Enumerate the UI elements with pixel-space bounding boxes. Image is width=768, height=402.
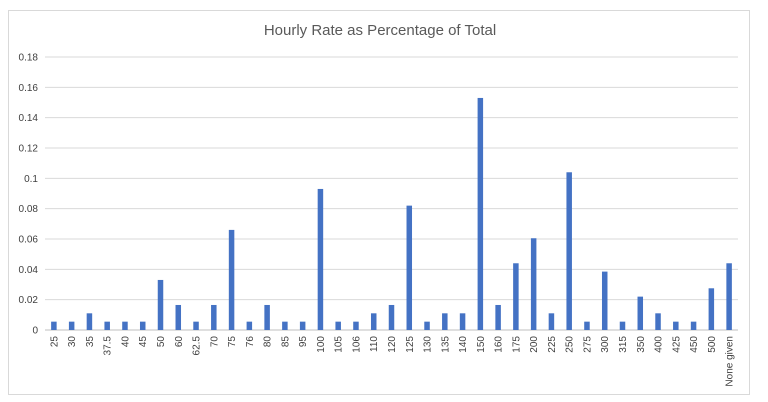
y-tick-label: 0.08 xyxy=(19,204,39,215)
y-tick-label: 0.12 xyxy=(19,144,39,155)
x-tick-label: 300 xyxy=(600,336,611,353)
bar xyxy=(175,304,182,330)
bar xyxy=(530,238,537,330)
y-tick-label: 0.06 xyxy=(19,235,39,246)
x-tick-label: 76 xyxy=(245,336,256,348)
x-tick-label: 35 xyxy=(85,336,96,348)
x-tick-label: 40 xyxy=(120,336,131,348)
bar xyxy=(104,321,110,330)
bar xyxy=(264,304,270,330)
bar xyxy=(513,263,519,330)
x-tick-label: 70 xyxy=(209,336,220,348)
x-tick-label: 450 xyxy=(689,336,700,353)
x-tick-label: 125 xyxy=(405,336,416,353)
x-axis-ticks: 25 30 35 37.5 40 45 50 60 62.5 70 75 76 80 85 95 100 105… xyxy=(49,336,735,387)
x-tick-label: 175 xyxy=(511,336,522,353)
bar xyxy=(299,321,306,330)
y-tick-label: 0.16 xyxy=(19,83,39,94)
x-tick-label: 425 xyxy=(671,336,682,353)
x-tick-label: 140 xyxy=(458,336,469,353)
y-tick-label: 0.18 xyxy=(19,53,39,64)
bar xyxy=(282,321,288,330)
bar xyxy=(139,321,146,330)
x-tick-label: 37.5 xyxy=(103,336,114,356)
x-tick-label: 135 xyxy=(440,336,451,353)
x-tick-label: 250 xyxy=(565,336,576,353)
bar xyxy=(495,304,501,330)
x-tick-label: 160 xyxy=(494,336,505,353)
x-tick-label: 60 xyxy=(174,336,185,348)
bar xyxy=(86,313,93,330)
bar xyxy=(442,313,448,330)
x-tick-label: 130 xyxy=(423,336,434,353)
y-tick-label: 0 xyxy=(32,326,38,337)
x-tick-label: 30 xyxy=(67,336,78,348)
bar xyxy=(406,205,413,330)
bar xyxy=(655,313,661,330)
x-tick-label: 350 xyxy=(636,336,647,353)
bar xyxy=(246,321,253,330)
x-tick-label: 45 xyxy=(138,336,149,348)
y-tick-label: 0.1 xyxy=(24,174,38,185)
bar xyxy=(228,229,235,330)
bar xyxy=(548,313,555,330)
x-tick-label: 106 xyxy=(351,336,362,353)
y-tick-label: 0.04 xyxy=(19,265,39,276)
chart-title: Hourly Rate as Percentage of Total xyxy=(264,22,496,39)
x-tick-label: 275 xyxy=(582,336,593,353)
y-axis-ticks: 0 0.02 0.04 0.06 0.08 0.1 0.12 0.14 0.16 0.18 xyxy=(19,53,39,337)
bar xyxy=(637,296,644,330)
x-tick-label: 25 xyxy=(49,336,60,348)
bar xyxy=(673,321,679,330)
bar xyxy=(68,321,75,330)
y-tick-label: 0.14 xyxy=(19,113,39,124)
bar xyxy=(353,321,359,330)
x-tick-label: 225 xyxy=(547,336,558,353)
x-tick-label: None given xyxy=(725,336,736,387)
bar xyxy=(51,321,57,330)
x-tick-label: 75 xyxy=(227,336,238,348)
x-tick-label: 50 xyxy=(156,336,167,348)
bar xyxy=(317,188,324,330)
bar xyxy=(619,321,626,330)
bar xyxy=(708,288,715,330)
bar xyxy=(370,313,377,330)
bar xyxy=(601,271,608,330)
x-tick-label: 80 xyxy=(263,336,274,348)
bar xyxy=(193,321,199,330)
x-tick-label: 500 xyxy=(707,336,718,353)
bars xyxy=(51,97,732,330)
x-tick-label: 85 xyxy=(280,336,291,348)
y-tick-label: 0.02 xyxy=(19,295,39,306)
x-tick-label: 315 xyxy=(618,336,629,353)
bar xyxy=(690,321,697,330)
x-tick-label: 120 xyxy=(387,336,398,353)
x-tick-label: 100 xyxy=(316,336,327,353)
bar xyxy=(459,313,466,330)
x-tick-label: 150 xyxy=(476,336,487,353)
bar xyxy=(122,321,128,330)
x-tick-label: 62.5 xyxy=(192,336,203,356)
bar xyxy=(211,304,217,330)
bar xyxy=(157,279,164,330)
bar xyxy=(388,304,395,330)
x-tick-label: 95 xyxy=(298,336,309,348)
x-tick-label: 400 xyxy=(654,336,665,353)
bar xyxy=(726,263,732,330)
bar xyxy=(584,321,590,330)
x-tick-label: 200 xyxy=(529,336,540,353)
bar xyxy=(566,172,572,330)
chart-frame xyxy=(8,10,750,395)
x-tick-label: 105 xyxy=(334,336,345,353)
bar xyxy=(335,321,341,330)
bar xyxy=(424,321,430,330)
x-tick-label: 110 xyxy=(369,336,380,352)
gridlines xyxy=(45,56,738,331)
bar xyxy=(477,97,484,330)
